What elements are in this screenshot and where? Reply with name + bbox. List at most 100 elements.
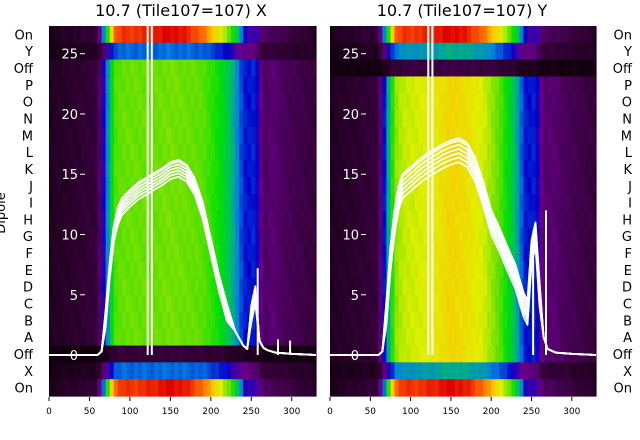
heatmap-cell [251, 362, 256, 380]
heatmap-cell [231, 160, 236, 178]
heatmap-cell [231, 42, 236, 61]
heatmap-cell [463, 76, 468, 94]
heatmap-cell [362, 328, 367, 347]
x-tick-label: 300 [563, 407, 580, 417]
heatmap-cell [338, 160, 343, 178]
heatmap-cell [527, 76, 533, 94]
heatmap-cell [73, 211, 78, 229]
heatmap-cell [438, 110, 444, 128]
heatmap-cell [418, 177, 424, 195]
heatmap-cell [222, 227, 228, 246]
heatmap-cell [283, 261, 289, 279]
heatmap-cell [499, 278, 504, 296]
heatmap-cell [291, 59, 297, 78]
heatmap-cell [162, 379, 167, 397]
heatmap-cell [109, 177, 115, 195]
heatmap-cell [214, 26, 220, 44]
heatmap-cell [287, 278, 293, 296]
heatmap-cell [69, 328, 74, 347]
heatmap-cell [587, 379, 593, 397]
heatmap-cell [422, 261, 428, 279]
heatmap-cell [109, 59, 115, 78]
heatmap-cell [259, 76, 265, 94]
heatmap-cell [259, 362, 265, 380]
heatmap-cell [491, 278, 496, 296]
heatmap-cell [567, 110, 573, 128]
heatmap-cell [178, 76, 184, 94]
heatmap-cell [471, 278, 476, 296]
heatmap-cell [53, 278, 58, 296]
heatmap-cell [463, 126, 468, 145]
heatmap-cell [174, 177, 180, 195]
heatmap-cell [422, 110, 428, 128]
heatmap-cell [547, 227, 553, 246]
heatmap-cell [358, 59, 363, 78]
heatmap-cell [150, 379, 155, 397]
heatmap-cell [105, 362, 111, 380]
heatmap-cell [591, 93, 597, 111]
heatmap-cell [394, 362, 400, 380]
heatmap-cell [458, 143, 464, 162]
heatmap-cell [303, 93, 309, 111]
heatmap-cell [283, 211, 289, 229]
heatmap-cell [259, 126, 265, 145]
heatmap-cell [366, 261, 371, 279]
heatmap-cell [539, 227, 545, 246]
heatmap-cell [523, 160, 529, 178]
heatmap-cell [386, 328, 392, 347]
heatmap-cell [338, 42, 343, 61]
heatmap-cell [330, 59, 335, 78]
heatmap-cell [287, 177, 293, 195]
heatmap-cell [575, 244, 581, 263]
heatmap-cell [235, 362, 240, 380]
heatmap-cell [53, 26, 58, 44]
heatmap-cell [214, 211, 220, 229]
heatmap-cell [422, 362, 428, 380]
heatmap-cell [170, 278, 176, 296]
heatmap-cell [190, 76, 196, 94]
heatmap-cell [515, 177, 521, 195]
heatmap-cell [523, 211, 529, 229]
heatmap-cell [567, 93, 573, 111]
heatmap-cell [53, 328, 58, 347]
heatmap-cell [454, 194, 460, 212]
heatmap-cell [243, 328, 248, 347]
heatmap-cell [53, 160, 58, 178]
heatmap-cell [170, 211, 176, 229]
heatmap-cell [117, 295, 123, 313]
heatmap-cell [483, 26, 488, 44]
row-label: On [15, 28, 33, 43]
heatmap-cell [463, 59, 468, 78]
heatmap-cell [587, 227, 593, 246]
heatmap-cell [499, 345, 504, 363]
heatmap-cell [346, 76, 351, 94]
heatmap-cell [73, 59, 78, 78]
heatmap-cell [450, 261, 456, 279]
heatmap-cell [97, 110, 103, 128]
heatmap-cell [467, 177, 472, 195]
heatmap-cell [178, 126, 184, 145]
row-label: O [23, 96, 33, 111]
heatmap-cell [394, 328, 400, 347]
heatmap-cell [275, 311, 281, 330]
heatmap-cell [458, 76, 464, 94]
heatmap-cell [575, 93, 581, 111]
heatmap-cell [374, 143, 379, 162]
heatmap-cell [109, 362, 115, 380]
heatmap-cell [342, 295, 347, 313]
heatmap-cell [101, 244, 107, 263]
heatmap-cell [299, 93, 305, 111]
heatmap-cell [571, 227, 577, 246]
heatmap-cell [519, 261, 525, 279]
heatmap-cell [378, 93, 383, 111]
heatmap-cell [535, 194, 541, 212]
heatmap-cell [117, 59, 123, 78]
heatmap-cell [214, 345, 220, 363]
heatmap-cell [358, 177, 363, 195]
heatmap-cell [231, 244, 236, 263]
heatmap-cell [65, 278, 70, 296]
heatmap-cell [527, 362, 533, 380]
heatmap-cell [186, 211, 192, 229]
heatmap-cell [471, 177, 476, 195]
heatmap-cell [142, 278, 147, 296]
